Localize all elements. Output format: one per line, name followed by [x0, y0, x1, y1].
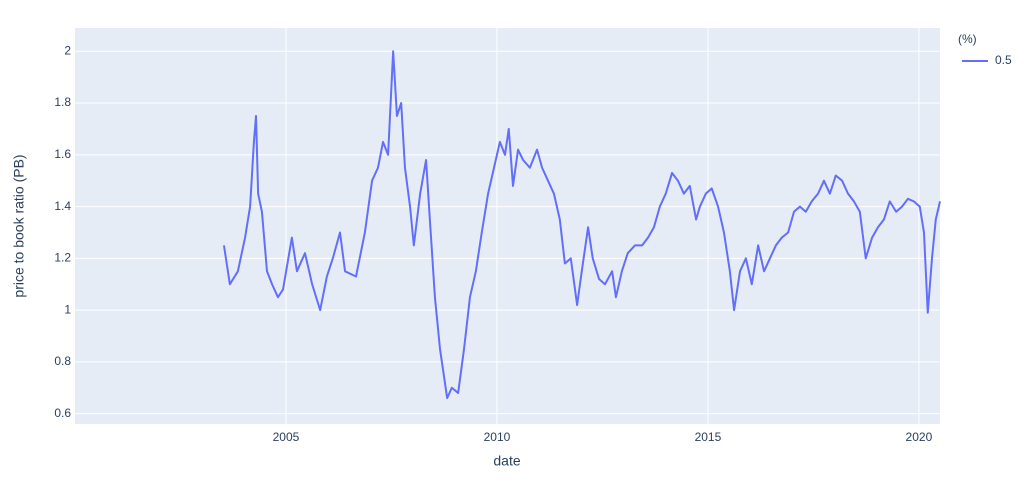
y-tick-label: 1.2: [54, 251, 71, 265]
y-tick-label: 1.4: [54, 199, 71, 213]
legend-title: (%): [958, 32, 977, 46]
x-tick-label: 2015: [695, 430, 722, 444]
y-tick-label: 1.6: [54, 147, 71, 161]
x-tick-label: 2005: [273, 430, 300, 444]
y-tick-label: 0.8: [54, 354, 71, 368]
y-axis-title: price to book ratio (PB): [11, 154, 27, 297]
x-tick-label: 2010: [484, 430, 511, 444]
legend-label: 0.5: [995, 53, 1012, 67]
y-tick-label: 2: [64, 43, 71, 57]
data-line: [222, 50, 941, 400]
y-tick-label: 1.8: [54, 95, 71, 109]
plot-background: [75, 28, 940, 424]
y-tick-label: 1: [64, 302, 71, 316]
x-axis-title: date: [493, 453, 520, 469]
x-tick-label: 2020: [906, 430, 933, 444]
y-tick-label: 0.6: [54, 406, 71, 420]
